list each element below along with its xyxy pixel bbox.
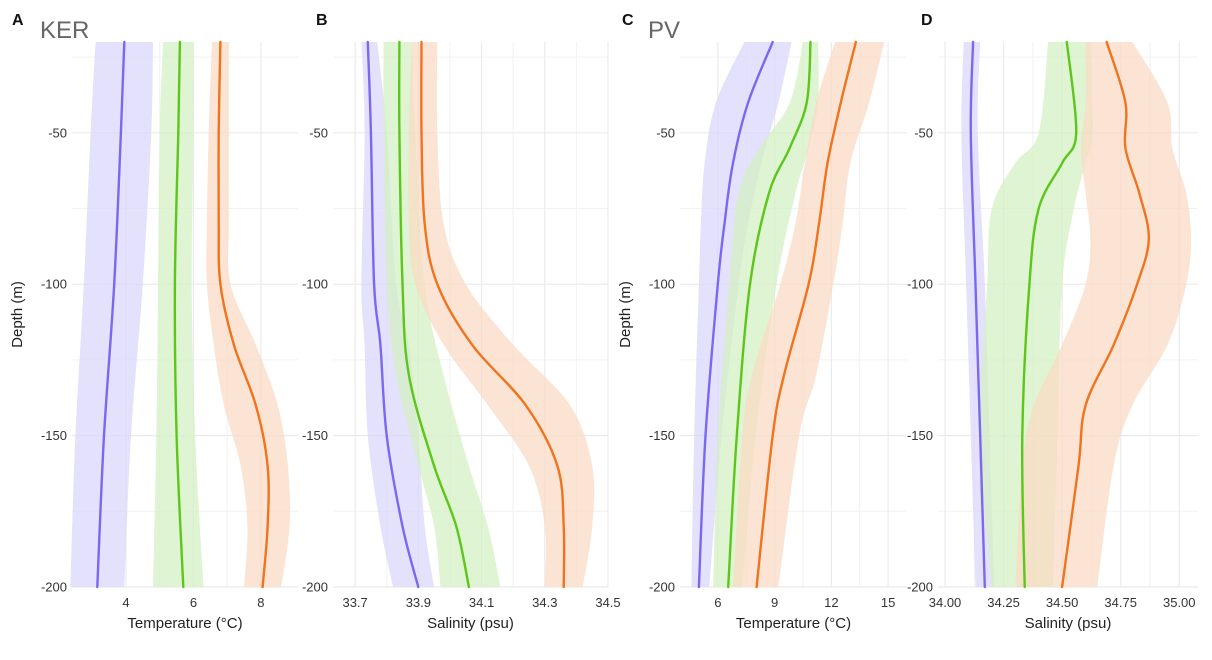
panel-letter: C xyxy=(622,12,634,29)
y-axis-title: Depth (m) xyxy=(9,281,26,348)
y-tick-label: -50 xyxy=(656,125,675,140)
series-line-mid xyxy=(727,40,812,589)
x-tick-label: 6 xyxy=(714,595,721,610)
series-line-mid xyxy=(1020,40,1078,589)
x-tick-label: 34.1 xyxy=(469,595,494,610)
panel-C: 6 9 12 15 -50 -100 -150 -200 Temperature (°C) Dep… xyxy=(617,12,907,632)
y-tick-label: -150 xyxy=(907,428,933,443)
y-tick-label: -150 xyxy=(302,428,328,443)
y-tick-label: -100 xyxy=(41,277,67,292)
x-tick-label: 34.00 xyxy=(929,595,962,610)
site-label: KER xyxy=(40,17,89,44)
panel-letter: D xyxy=(921,12,933,29)
y-tick-label: -200 xyxy=(302,580,328,595)
confidence-band-mid xyxy=(980,42,1093,587)
y-tick-label: -200 xyxy=(907,580,933,595)
series-line-high xyxy=(217,40,270,589)
panel-letter: B xyxy=(316,12,328,29)
x-tick-label: 34.75 xyxy=(1104,595,1137,610)
series-line-low xyxy=(96,40,126,589)
series-line-low xyxy=(969,40,986,589)
panel-D: 34.00 34.25 34.50 34.75 35.00 -50 -100 -150 -200… xyxy=(907,12,1198,632)
series-line-mid xyxy=(173,40,185,589)
x-tick-label: 15 xyxy=(881,595,895,610)
confidence-band-high xyxy=(206,42,291,587)
confidence-band-high xyxy=(408,42,595,587)
series-line-mid xyxy=(397,40,471,589)
y-tick-label: -50 xyxy=(48,125,67,140)
series-line-low xyxy=(697,40,774,589)
y-tick-label: -200 xyxy=(41,580,67,595)
x-axis-title: Salinity (psu) xyxy=(1025,615,1112,632)
y-tick-label: -100 xyxy=(907,277,933,292)
y-axis-title: Depth (m) xyxy=(617,281,634,348)
confidence-band-mid xyxy=(153,42,204,587)
x-tick-label: 8 xyxy=(257,595,264,610)
x-tick-label: 34.3 xyxy=(532,595,557,610)
panel-B: 33.7 33.9 34.1 34.3 34.5 -50 -100 -150 -200 Salin… xyxy=(302,12,621,632)
x-tick-label: 34.5 xyxy=(595,595,620,610)
y-tick-label: -100 xyxy=(649,277,675,292)
y-tick-label: -150 xyxy=(649,428,675,443)
x-tick-label: 35.00 xyxy=(1163,595,1196,610)
y-tick-label: -200 xyxy=(649,580,675,595)
site-label: PV xyxy=(648,17,680,44)
x-tick-label: 34.50 xyxy=(1046,595,1079,610)
panel-A: 4 6 8 -50 -100 -150 -200 Temperature (°C) Depth … xyxy=(9,12,298,632)
series-line-high xyxy=(1060,40,1151,589)
confidence-band-mid xyxy=(713,42,819,587)
y-tick-label: -50 xyxy=(309,125,328,140)
x-axis-title: Temperature (°C) xyxy=(127,615,242,632)
x-axis-title: Salinity (psu) xyxy=(427,615,514,632)
y-tick-label: -150 xyxy=(41,428,67,443)
panel-letter: A xyxy=(12,12,24,29)
x-tick-label: 4 xyxy=(122,595,129,610)
x-tick-label: 33.7 xyxy=(342,595,367,610)
confidence-band-low xyxy=(691,42,792,587)
series-line-low xyxy=(366,40,420,589)
x-tick-label: 6 xyxy=(190,595,197,610)
x-tick-label: 34.25 xyxy=(987,595,1020,610)
y-tick-label: -50 xyxy=(914,125,933,140)
x-axis-title: Temperature (°C) xyxy=(736,615,851,632)
x-tick-label: 9 xyxy=(771,595,778,610)
series-line-high xyxy=(420,40,566,589)
x-tick-label: 12 xyxy=(824,595,838,610)
confidence-band-high xyxy=(1015,42,1191,587)
y-tick-label: -100 xyxy=(302,277,328,292)
series-line-high xyxy=(755,40,858,589)
x-tick-label: 33.9 xyxy=(406,595,431,610)
